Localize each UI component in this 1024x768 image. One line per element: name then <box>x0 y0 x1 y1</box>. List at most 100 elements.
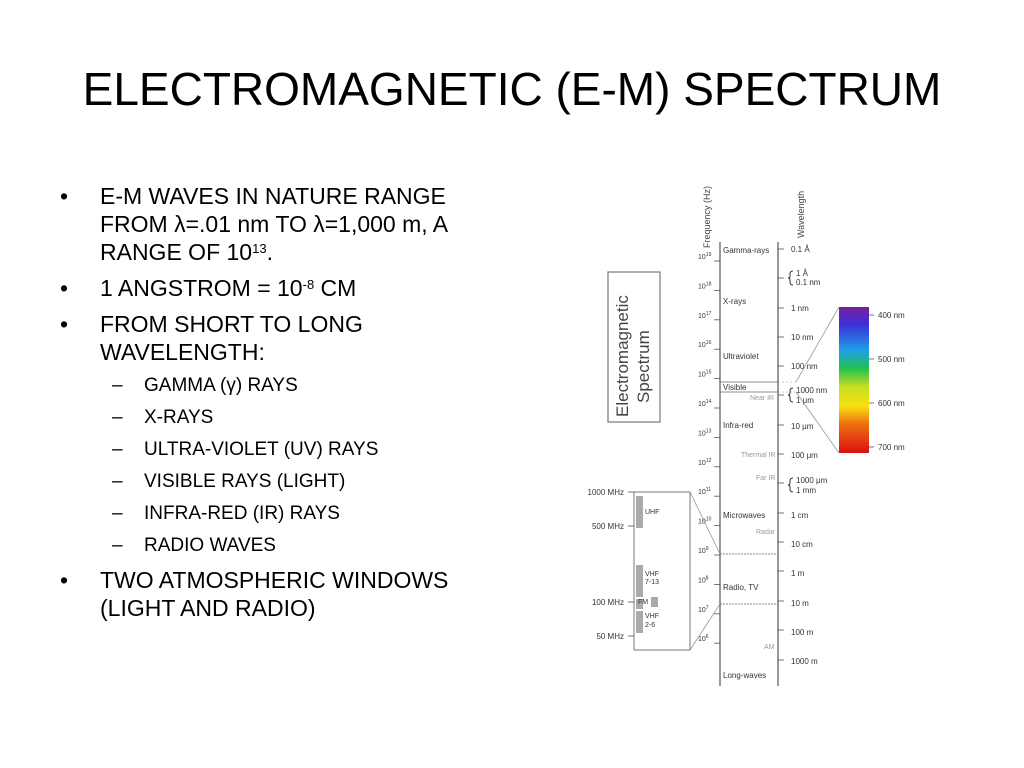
wavelength-1-um: 1 μm <box>796 396 814 405</box>
bullet-em-range: • E-M WAVES IN NATURE RANGE FROM λ=.01 n… <box>60 182 500 266</box>
region-microwaves: Microwaves <box>723 511 765 520</box>
frequency-header: Frequency (Hz) <box>702 186 712 248</box>
frequency-ticks <box>714 260 720 644</box>
wavelength-braces <box>787 270 794 493</box>
dash-marker: – <box>112 535 123 556</box>
radio-1000mhz: 1000 MHz <box>588 488 624 497</box>
sub-bullet-text: INFRA-RED (IR) RAYS <box>144 503 340 524</box>
band-2-6: 2-6 <box>645 622 655 629</box>
wavelength-10-cm: 10 cm <box>791 540 813 549</box>
region-gamma-rays: Gamma-rays <box>723 246 769 255</box>
frequency-label: 1015 <box>698 370 712 379</box>
sub-bullet-visible: – VISIBLE RAYS (LIGHT) <box>60 470 500 494</box>
wavelength-10-m: 10 m <box>791 599 809 608</box>
band-7-13: 7-13 <box>645 579 659 586</box>
visible-700nm: 700 nm <box>878 443 905 452</box>
dash-marker: – <box>112 439 123 460</box>
bullet-text: FROM SHORT TO LONG WAVELENGTH: <box>100 311 363 365</box>
wavelength-1000-nm: 1000 nm <box>796 386 827 395</box>
sub-bullet-gamma: – GAMMA (γ) RAYS <box>60 374 500 398</box>
sub-bullet-uv: – ULTRA-VIOLET (UV) RAYS <box>60 438 500 462</box>
em-spectrum-diagram: Electromagnetic Spectrum Frequency (Hz) … <box>588 186 905 686</box>
bullet-marker: • <box>60 567 69 593</box>
sub-bullet-text: RADIO WAVES <box>144 535 276 556</box>
wavelength-100-m: 100 m <box>791 628 814 637</box>
visible-zoom-lines <box>795 306 840 454</box>
sub-bullet-text: ULTRA-VIOLET (UV) RAYS <box>144 439 379 460</box>
dash-marker: – <box>112 471 123 492</box>
wavelength-header: Wavelength <box>796 191 806 238</box>
bullet-text: 1 ANGSTROM = 10 <box>100 275 303 301</box>
wavelength-1-angstrom: 1 Å <box>796 269 809 278</box>
region-x-rays: X-rays <box>723 297 746 306</box>
wavelength-1-cm: 1 cm <box>791 511 809 520</box>
bullet-text-end: . <box>266 239 273 265</box>
sub-bullet-text: VISIBLE RAYS (LIGHT) <box>144 471 346 492</box>
region-radar: Radar <box>756 529 776 536</box>
band-uhf: UHF <box>645 509 659 516</box>
region-far-ir: Far IR <box>756 475 775 482</box>
diagram-title-box <box>607 271 661 423</box>
frequency-label: 1019 <box>698 252 712 261</box>
frequency-label: 1018 <box>698 281 712 290</box>
bullet-marker: • <box>60 183 69 209</box>
dash-marker: – <box>112 375 123 396</box>
radio-zoom-lines <box>689 491 721 651</box>
bullet-text: TWO ATMOSPHERIC WINDOWS (LIGHT AND RADIO… <box>100 567 449 621</box>
dash-marker: – <box>112 407 123 428</box>
radio-scale-ticks <box>628 491 634 637</box>
bullet-marker: • <box>60 275 69 301</box>
band-vhf-high: VHF <box>645 571 659 578</box>
frequency-labels: 1019 1018 1017 1016 1015 1014 1013 1012 1011 1010… <box>698 252 712 643</box>
bullet-atmospheric-windows: • TWO ATMOSPHERIC WINDOWS (LIGHT AND RAD… <box>60 566 500 622</box>
region-separators <box>720 381 778 605</box>
region-long-waves: Long-waves <box>723 671 766 680</box>
wavelength-0-1-nm: 0.1 nm <box>796 278 821 287</box>
frequency-label: 1017 <box>698 311 712 320</box>
visible-scale-ticks <box>869 314 874 448</box>
wavelength-1-mm: 1 mm <box>796 486 816 495</box>
wavelength-1000-um: 1000 μm <box>796 476 828 485</box>
sub-bullet-text: X-RAYS <box>144 407 214 428</box>
wavelength-0-1-angstrom: 0.1 Å <box>791 245 810 254</box>
bullet-text: E-M WAVES IN NATURE RANGE FROM λ=.01 nm … <box>100 183 447 265</box>
region-am: AM <box>764 644 775 651</box>
sub-bullet-radio: – RADIO WAVES <box>60 534 500 558</box>
frequency-label: 1012 <box>698 458 712 467</box>
sub-bullet-text: GAMMA (γ) RAYS <box>144 375 298 396</box>
band-vhf-low: VHF <box>645 613 659 620</box>
radio-band-inset <box>633 491 691 651</box>
sub-bullet-ir: – INFRA-RED (IR) RAYS <box>60 502 500 526</box>
bullet-angstrom: • 1 ANGSTROM = 10-8 CM <box>60 274 500 302</box>
wavelength-ticks <box>778 248 784 661</box>
diagram-title-line-1: Electromagnetic <box>613 295 632 417</box>
bullet-text-end: CM <box>314 275 357 301</box>
radio-100mhz: 100 MHz <box>592 598 624 607</box>
frequency-label: 1016 <box>698 340 712 349</box>
wavelength-1-m: 1 m <box>791 569 805 578</box>
bullet-short-to-long: • FROM SHORT TO LONG WAVELENGTH: <box>60 310 500 366</box>
region-near-ir: Near IR <box>750 395 774 402</box>
wavelength-10-nm: 10 nm <box>791 333 814 342</box>
bullet-list: • E-M WAVES IN NATURE RANGE FROM λ=.01 n… <box>60 182 500 630</box>
frequency-label: 106 <box>698 634 709 643</box>
radio-band-bars <box>636 496 658 633</box>
bullet-exponent: 13 <box>252 241 267 256</box>
bullet-marker: • <box>60 311 69 337</box>
region-infra-red: Infra-red <box>723 421 753 430</box>
region-visible: Visible <box>723 383 747 392</box>
visible-400nm: 400 nm <box>878 311 905 320</box>
region-radio-tv: Radio, TV <box>723 583 759 592</box>
region-thermal-ir: Thermal IR <box>741 452 776 459</box>
visible-600nm: 600 nm <box>878 399 905 408</box>
frequency-label: 108 <box>698 575 709 584</box>
band-fm: FM <box>638 599 648 606</box>
frequency-label: 107 <box>698 605 709 614</box>
wavelength-1000-m: 1000 m <box>791 657 818 666</box>
wavelength-1-nm: 1 nm <box>791 304 809 313</box>
wavelength-10-um: 10 μm <box>791 422 814 431</box>
frequency-label: 1011 <box>698 487 711 496</box>
slide-title: ELECTROMAGNETIC (E-M) SPECTRUM <box>82 63 942 115</box>
wavelength-100-um: 100 μm <box>791 451 818 460</box>
frequency-label: 1010 <box>698 517 712 526</box>
